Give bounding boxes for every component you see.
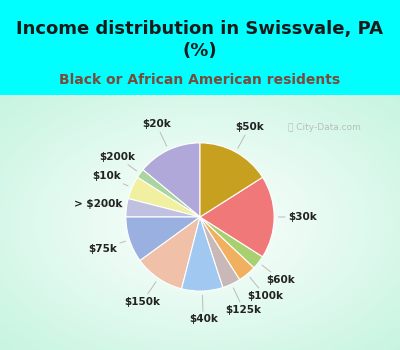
Text: $150k: $150k: [124, 282, 160, 307]
Wedge shape: [200, 143, 262, 217]
Text: $50k: $50k: [235, 122, 264, 148]
Text: $30k: $30k: [278, 212, 317, 222]
Text: $75k: $75k: [88, 241, 126, 254]
Text: Income distribution in Swissvale, PA
(%): Income distribution in Swissvale, PA (%): [16, 20, 384, 60]
Text: ⓘ City-Data.com: ⓘ City-Data.com: [288, 123, 361, 132]
Wedge shape: [140, 217, 200, 289]
Text: $200k: $200k: [99, 152, 136, 171]
Text: $125k: $125k: [226, 288, 262, 315]
Wedge shape: [126, 198, 200, 217]
Text: > $200k: > $200k: [74, 199, 123, 209]
Wedge shape: [143, 143, 200, 217]
Text: $100k: $100k: [247, 278, 283, 301]
Wedge shape: [182, 217, 223, 291]
Wedge shape: [138, 170, 200, 217]
Wedge shape: [200, 217, 254, 280]
Wedge shape: [200, 217, 240, 287]
Wedge shape: [128, 177, 200, 217]
Text: $60k: $60k: [262, 265, 295, 285]
Wedge shape: [126, 217, 200, 260]
Wedge shape: [200, 217, 262, 268]
Wedge shape: [200, 177, 274, 257]
Text: Black or African American residents: Black or African American residents: [60, 74, 340, 88]
Text: $20k: $20k: [142, 119, 171, 146]
Text: $10k: $10k: [92, 172, 128, 186]
Text: $40k: $40k: [189, 295, 218, 324]
